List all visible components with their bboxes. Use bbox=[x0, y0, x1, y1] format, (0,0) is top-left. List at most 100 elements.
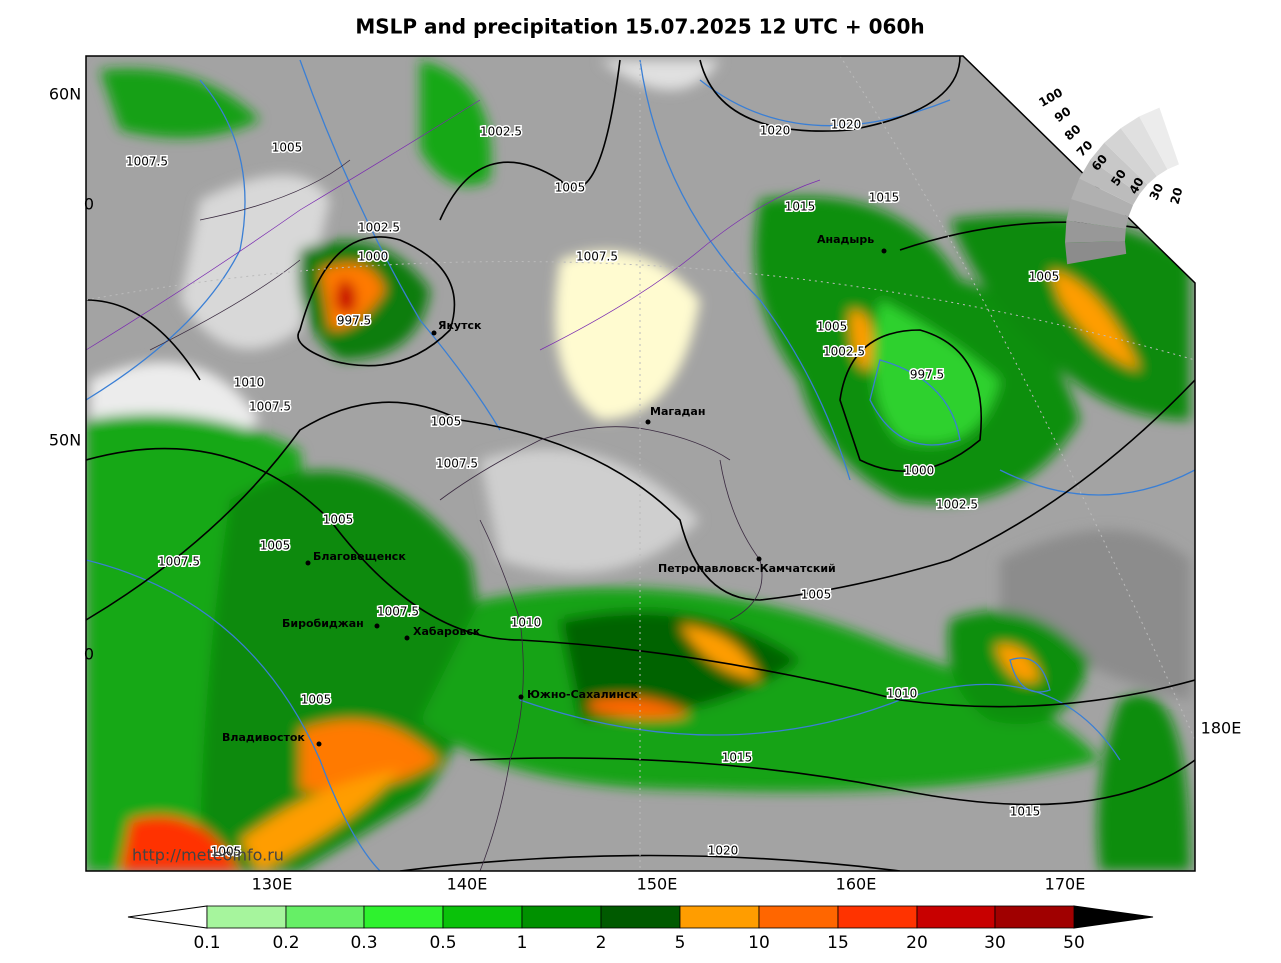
colorbar-swatch bbox=[206, 905, 287, 929]
city-dot bbox=[645, 419, 651, 425]
cloud-wedge bbox=[1065, 241, 1127, 265]
city-label: Владивосток bbox=[222, 731, 305, 744]
colorbar-swatch bbox=[758, 905, 839, 929]
colorbar-label: 5 bbox=[675, 933, 686, 953]
colorbar-label: 0.3 bbox=[350, 933, 377, 953]
city-dot bbox=[881, 248, 887, 254]
lat-label: 50N bbox=[49, 431, 81, 450]
isobar-label: 1005 bbox=[555, 181, 586, 195]
city-label: Биробиджан bbox=[282, 617, 364, 630]
colorbar-swatch bbox=[679, 905, 760, 929]
colorbar-swatch bbox=[285, 905, 365, 929]
lat-label: 0 bbox=[84, 645, 94, 664]
lon-label: 150E bbox=[637, 875, 678, 894]
cloud-wedge bbox=[1071, 178, 1134, 217]
isobar-label: 1007.5 bbox=[126, 155, 168, 169]
city-dot bbox=[305, 560, 311, 566]
isobar-label: 1002.5 bbox=[480, 125, 522, 139]
isobar-label: 1007.5 bbox=[249, 400, 291, 414]
isobar-label: 1007.5 bbox=[576, 250, 618, 264]
cloud-wedge bbox=[1104, 128, 1157, 185]
city-dot bbox=[518, 694, 524, 700]
cloud-wedge bbox=[1066, 199, 1129, 229]
isobar-label: 997.5 bbox=[910, 368, 944, 382]
isobar-label: 1005 bbox=[1029, 270, 1060, 284]
colorbar-label: 1 bbox=[517, 933, 528, 953]
isobar-label: 1005 bbox=[817, 320, 848, 334]
cloud-wedge bbox=[1120, 116, 1168, 177]
colorbar-swatch bbox=[600, 905, 681, 929]
isobar-label: 1005 bbox=[801, 588, 832, 602]
isobar-label: 1005 bbox=[431, 415, 462, 429]
lon-label: 180E bbox=[1201, 719, 1242, 738]
colorbar-swatch bbox=[442, 905, 523, 929]
city-label: Анадырь bbox=[817, 233, 874, 246]
city-dot bbox=[316, 741, 322, 747]
isobar-label: 1015 bbox=[722, 751, 753, 765]
isobar-label: 1002.5 bbox=[358, 221, 400, 235]
isobar-label: 1007.5 bbox=[436, 457, 478, 471]
city-label: Якутск bbox=[438, 319, 482, 332]
colorbar-swatch bbox=[994, 905, 1075, 929]
lat-label: 60N bbox=[49, 85, 81, 104]
isobar-label: 1002.5 bbox=[936, 498, 978, 512]
isobar-label: 1005 bbox=[323, 513, 354, 527]
map-field bbox=[86, 56, 1195, 871]
colorbar-label: 0.5 bbox=[429, 933, 456, 953]
city-dot bbox=[756, 556, 762, 562]
isobar-label: 1010 bbox=[234, 376, 265, 390]
colorbar-label: 2 bbox=[596, 933, 607, 953]
cloud-wedge bbox=[1065, 220, 1126, 243]
isobar-label: 1010 bbox=[887, 687, 918, 701]
isobar-label: 1000 bbox=[358, 250, 389, 264]
colorbar-label: 10 bbox=[748, 933, 770, 953]
watermark: http://meteoinfo.ru bbox=[132, 846, 284, 865]
isobar-label: 1015 bbox=[869, 191, 900, 205]
isobar-label: 1015 bbox=[785, 200, 816, 214]
cloud-wedge bbox=[1090, 142, 1148, 195]
isobar-label: 997.5 bbox=[337, 314, 371, 328]
colorbar-label: 0.1 bbox=[193, 933, 220, 953]
lon-label: 140E bbox=[447, 875, 488, 894]
colorbar-swatch bbox=[521, 905, 602, 929]
isobar-label: 1015 bbox=[1010, 805, 1041, 819]
city-dot bbox=[374, 623, 380, 629]
colorbar-swatch bbox=[837, 905, 918, 929]
isobar-label: 1020 bbox=[708, 844, 739, 858]
isobar-label: 1000 bbox=[904, 464, 935, 478]
city-dot bbox=[431, 330, 437, 336]
isobar-label: 1002.5 bbox=[823, 345, 865, 359]
isobar-label: 1020 bbox=[831, 118, 862, 132]
isobar-label: 1007.5 bbox=[158, 555, 200, 569]
colorbar-swatch bbox=[363, 905, 444, 929]
city-dot bbox=[404, 635, 410, 641]
colorbar-swatch bbox=[916, 905, 996, 929]
colorbar-label: 50 bbox=[1063, 933, 1085, 953]
city-label: Петропавловск-Камчатский bbox=[658, 562, 836, 575]
isobar-label: 1007.5 bbox=[377, 605, 419, 619]
isobar-label: 1005 bbox=[260, 539, 291, 553]
colorbar-label: 20 bbox=[906, 933, 928, 953]
city-label: Благовещенск bbox=[313, 550, 406, 563]
city-label: Магадан bbox=[650, 405, 705, 418]
colorbar-label: 30 bbox=[984, 933, 1006, 953]
cloud-wedge bbox=[1139, 107, 1179, 170]
colorbar: 0.1 0.2 0.3 0.5 1 2 5 10 15 20 30 50 bbox=[127, 905, 1154, 953]
isobar-label: 1010 bbox=[511, 616, 542, 630]
colorbar-label: 15 bbox=[827, 933, 849, 953]
cloud-scale-label: 30 bbox=[1147, 181, 1167, 202]
city-label: Южно-Сахалинск bbox=[527, 688, 638, 701]
city-label: Хабаровск bbox=[413, 625, 481, 638]
lon-label: 160E bbox=[836, 875, 877, 894]
lon-label: 130E bbox=[252, 875, 293, 894]
title: MSLP and precipitation 15.07.2025 12 UTC… bbox=[355, 15, 924, 39]
isobar-label: 1005 bbox=[301, 693, 332, 707]
cloud-scale-label: 20 bbox=[1168, 186, 1186, 206]
isobar-label: 1005 bbox=[272, 141, 303, 155]
lon-label: 170E bbox=[1045, 875, 1086, 894]
isobar-label: 1020 bbox=[760, 124, 791, 138]
lat-label: 0 bbox=[84, 195, 94, 214]
